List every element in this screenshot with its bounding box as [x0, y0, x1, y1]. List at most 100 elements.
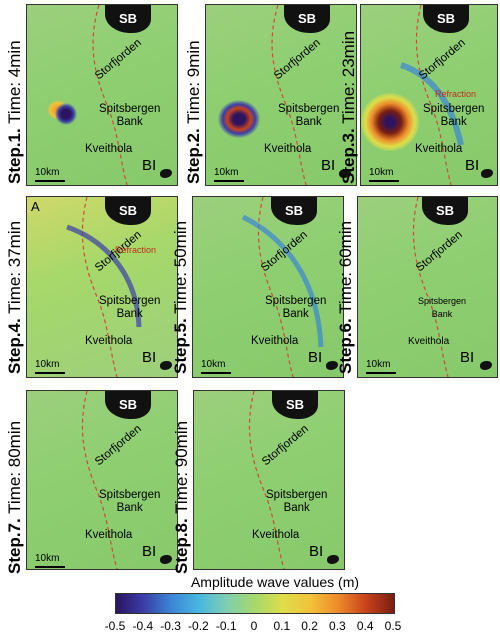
colorbar-tick: -0.5 [104, 619, 126, 633]
scalebar-6: 10km [366, 359, 400, 374]
time-2-text: Time: 9min [184, 40, 203, 124]
sb-label-8: SB [285, 397, 305, 412]
time-6-text: Time: 60min [336, 220, 355, 314]
panel-6-label: Step.6. Time: 60min [335, 204, 357, 374]
step-1-text: Step.1. [5, 128, 24, 184]
dashed-boundary-6 [412, 197, 449, 377]
wave-blob-3 [361, 93, 419, 151]
colorbar-tick: 0.3 [329, 619, 346, 633]
refraction-label-3: Refraction [435, 89, 477, 99]
scale-text-6: 10km [366, 359, 391, 370]
bi-landmass-8 [327, 555, 339, 564]
colorbar-tick: 0 [250, 619, 258, 633]
sb-label-4: SB [118, 203, 138, 218]
sb-landmass-2 [284, 5, 330, 33]
colorbar-tick: -0.3 [160, 619, 181, 633]
bi-landmass-4 [160, 361, 172, 370]
panel-2-label: Step.2. Time: 9min [183, 14, 205, 184]
panel-8-label: Step.8. Time: 90min [171, 404, 193, 574]
colorbar-title: Amplitude wave values (m) [190, 574, 360, 590]
bi-label-7: BI [142, 543, 157, 560]
sb-label-2: SB [297, 11, 317, 26]
scalebar-4: 10km [35, 359, 69, 374]
bi-label-3: BI [465, 157, 480, 174]
scale-text-2: 10km [214, 167, 239, 178]
map-panel-5: SB Storfjorden Spitsbergen Bank Kveithol… [192, 196, 344, 378]
step-3-text: Step.3. [339, 128, 358, 184]
spitsbergen-bank-label-8: Spitsbergen Bank [266, 489, 328, 514]
map-panel-7: SB Storfjorden Spitsbergen Bank Kveithol… [26, 390, 178, 570]
map-panel-1: SB Storfjorden Spitsbergen Bank Kveithol… [26, 4, 178, 186]
kveithola-label-7: Kveithola [85, 529, 133, 541]
spitsbergen-bank-label-4: Spitsbergen Bank [99, 295, 161, 320]
sb-landmass-3 [423, 5, 469, 33]
panel-7-label: Step.7. Time: 80min [4, 404, 26, 574]
bi-landmass-5 [326, 361, 338, 370]
refraction-label-4: Refraction [115, 245, 157, 255]
panel-4-label: Step.4. Time: 37min [4, 204, 26, 374]
sb-landmass-4 [105, 197, 151, 225]
scalebar-5: 10km [201, 359, 235, 374]
panel-5-label: Step.5. Time: 50min [170, 204, 192, 374]
time-4-text: Time: 37min [5, 220, 24, 314]
wave-ring-2 [218, 100, 260, 138]
time-1-text: Time: 4min [5, 40, 24, 124]
dashed-boundary-8 [248, 391, 285, 569]
spitsbergen-bank-label-3: Spitsbergen Bank [423, 103, 485, 128]
panel-3-label: Step.3. Time: 23min [338, 14, 360, 184]
bi-landmass-1 [160, 169, 172, 178]
bi-label-8: BI [309, 543, 324, 560]
kveithola-label-5: Kveithola [251, 335, 299, 347]
sb-landmass-7 [105, 391, 151, 419]
dashed-boundary-7 [81, 391, 118, 569]
scale-bar-7 [35, 566, 65, 568]
kveithola-label-4: Kveithola [85, 335, 133, 347]
scale-bar-6 [366, 372, 396, 374]
kveithola-label-2: Kveithola [264, 143, 312, 155]
sb-label-5: SB [284, 203, 304, 218]
bi-label-1: BI [142, 157, 157, 174]
sb-landmass-6 [422, 197, 468, 225]
sb-label-3: SB [436, 11, 456, 26]
bi-landmass-2 [339, 169, 351, 178]
dashed-boundary-5 [241, 197, 324, 377]
scale-bar-2 [214, 180, 244, 182]
sb-label-6: SB [435, 203, 455, 218]
dashed-boundary-4 [66, 197, 142, 377]
bi-label-5: BI [308, 349, 323, 366]
colorbar-tick: 0.1 [273, 619, 291, 633]
bi-landmass-7 [160, 555, 172, 564]
map-panel-2: SB Storfjorden Spitsbergen Bank Kveithol… [205, 4, 357, 186]
colorbar-tick: -0.1 [215, 619, 237, 633]
kveithola-label-3: Kveithola [415, 143, 463, 155]
scale-text-5: 10km [201, 359, 226, 370]
map-panel-3: SB Storfjorden Refraction Spitsbergen Ba… [360, 4, 498, 186]
step-2-text: Step.2. [184, 128, 203, 184]
colorbar-tick: 0.2 [301, 619, 318, 633]
map-panel-4: A SB Storfjorden Refraction Spitsbergen … [26, 196, 178, 378]
scale-text-3: 10km [369, 167, 394, 178]
scalebar-1: 10km [35, 167, 69, 182]
dashed-boundary-3 [399, 5, 464, 185]
sb-label-7: SB [118, 397, 138, 412]
bi-label-6: BI [460, 349, 475, 366]
bi-label-2: BI [321, 157, 336, 174]
kveithola-label-8: Kveithola [252, 529, 300, 541]
colorbar-tick: -0.4 [132, 619, 154, 633]
spitsbergen-bank-label-7: Spitsbergen Bank [99, 489, 161, 514]
spitsbergen-bank-label-5: Spitsbergen Bank [265, 295, 327, 320]
kveithola-label-6: Kveithola [408, 336, 450, 347]
sb-landmass-1 [105, 5, 151, 33]
scalebar-3: 10km [369, 167, 403, 182]
scale-bar-3 [369, 180, 399, 182]
map-panel-6: SB Storfjorden Spitsbergen Bank Kveithol… [357, 196, 498, 378]
spitsbergen-bank-label-6: Spitsbergen Bank [418, 296, 467, 319]
sb-landmass-8 [272, 391, 318, 419]
time-5-text: Time: 50min [171, 220, 190, 314]
kveithola-label-1: Kveithola [85, 143, 133, 155]
scale-text-4: 10km [35, 359, 60, 370]
step-8-text: Step.8. [172, 518, 191, 574]
panel-1-label: Step.1. Time: 4min [4, 14, 26, 184]
scale-text-1: 10km [35, 167, 60, 178]
bi-landmass-6 [480, 361, 492, 370]
